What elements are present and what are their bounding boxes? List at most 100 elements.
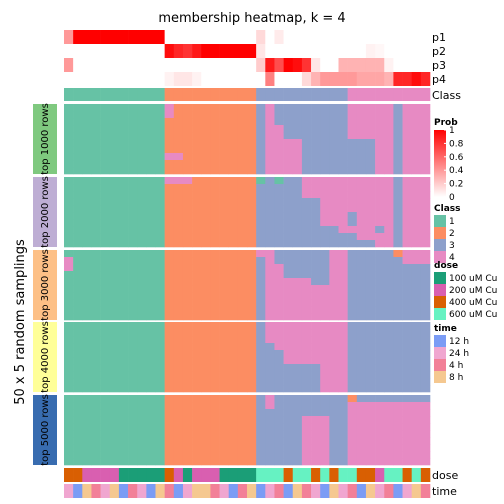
prob-row-label: p3 [432, 59, 446, 72]
matrix-cell [402, 458, 412, 466]
matrix-cell [91, 299, 101, 307]
matrix-cell [320, 233, 330, 241]
matrix-cell [228, 118, 239, 126]
matrix-cell [311, 343, 321, 351]
matrix-cell [100, 264, 111, 272]
prob-cell [109, 72, 120, 86]
matrix-cell [301, 444, 312, 452]
matrix-cell [201, 395, 211, 403]
matrix-cell [228, 385, 239, 393]
matrix-cell [91, 306, 101, 314]
matrix-cell [201, 250, 211, 258]
matrix-cell [219, 402, 229, 410]
matrix-cell [237, 357, 248, 365]
matrix-cell [146, 329, 156, 337]
matrix-cell [118, 212, 129, 220]
matrix-cell [356, 322, 367, 330]
matrix-cell [375, 430, 385, 438]
matrix-cell [265, 250, 275, 258]
matrix-cell [320, 402, 330, 410]
class-cell [201, 88, 211, 101]
matrix-cell [402, 395, 412, 403]
matrix-cell [402, 153, 412, 161]
matrix-cell [82, 313, 92, 321]
matrix-cell [146, 451, 156, 459]
matrix-cell [109, 402, 120, 410]
matrix-cell [109, 350, 120, 358]
matrix-cell [265, 153, 275, 161]
matrix-cell [73, 160, 83, 168]
matrix-cell [109, 160, 120, 168]
matrix-cell [192, 146, 202, 154]
matrix-cell [356, 118, 367, 126]
matrix-cell [338, 343, 348, 351]
group-label-box [33, 104, 57, 174]
matrix-cell [274, 205, 284, 213]
dose-cell [329, 468, 339, 482]
matrix-cell [201, 125, 211, 133]
matrix-cell [128, 278, 138, 286]
time-cell [100, 484, 111, 498]
prob-cell [237, 58, 248, 72]
matrix-cell [356, 271, 367, 279]
matrix-cell [82, 343, 92, 351]
matrix-cell [173, 233, 184, 241]
matrix-cell [146, 146, 156, 154]
matrix-cell [375, 271, 385, 279]
prob-cell [237, 30, 248, 44]
matrix-cell [73, 271, 83, 279]
matrix-cell [301, 299, 312, 307]
matrix-cell [219, 343, 229, 351]
matrix-cell [91, 111, 101, 119]
matrix-cell [73, 364, 83, 372]
legend-swatch [434, 251, 446, 263]
prob-cell [210, 58, 220, 72]
prob-cell [192, 58, 202, 72]
matrix-cell [173, 139, 184, 147]
matrix-cell [201, 329, 211, 337]
matrix-cell [420, 444, 431, 452]
class-cell [137, 88, 147, 101]
matrix-cell [109, 299, 120, 307]
matrix-cell [393, 299, 403, 307]
matrix-cell [146, 118, 156, 126]
matrix-cell [338, 212, 348, 220]
matrix-cell [73, 350, 83, 358]
matrix-cell [411, 233, 422, 241]
matrix-cell [182, 364, 193, 372]
matrix-cell [393, 160, 403, 168]
matrix-cell [356, 343, 367, 351]
matrix-cell [219, 306, 229, 314]
dose-cell [155, 468, 165, 482]
matrix-cell [237, 250, 248, 258]
prob-cell [320, 58, 330, 72]
prob-cell [173, 72, 184, 86]
matrix-cell [292, 322, 303, 330]
matrix-cell [73, 313, 83, 321]
matrix-cell [164, 146, 175, 154]
matrix-cell [164, 364, 175, 372]
matrix-cell [219, 226, 229, 234]
matrix-cell [182, 402, 193, 410]
matrix-cell [420, 125, 431, 133]
matrix-cell [292, 357, 303, 365]
matrix-cell [311, 350, 321, 358]
matrix-cell [338, 402, 348, 410]
matrix-cell [256, 385, 266, 393]
prob-cell [247, 44, 257, 58]
matrix-cell [82, 299, 92, 307]
matrix-cell [192, 167, 202, 175]
matrix-cell [265, 292, 275, 300]
matrix-cell [301, 278, 312, 286]
matrix-cell [182, 257, 193, 265]
matrix-cell [375, 219, 385, 227]
matrix-cell [109, 306, 120, 314]
matrix-cell [265, 167, 275, 175]
matrix-cell [365, 184, 376, 192]
matrix-cell [164, 177, 175, 185]
matrix-cell [155, 292, 165, 300]
matrix-cell [201, 278, 211, 286]
matrix-cell [247, 336, 257, 344]
matrix-cell [384, 357, 394, 365]
matrix-cell [91, 278, 101, 286]
